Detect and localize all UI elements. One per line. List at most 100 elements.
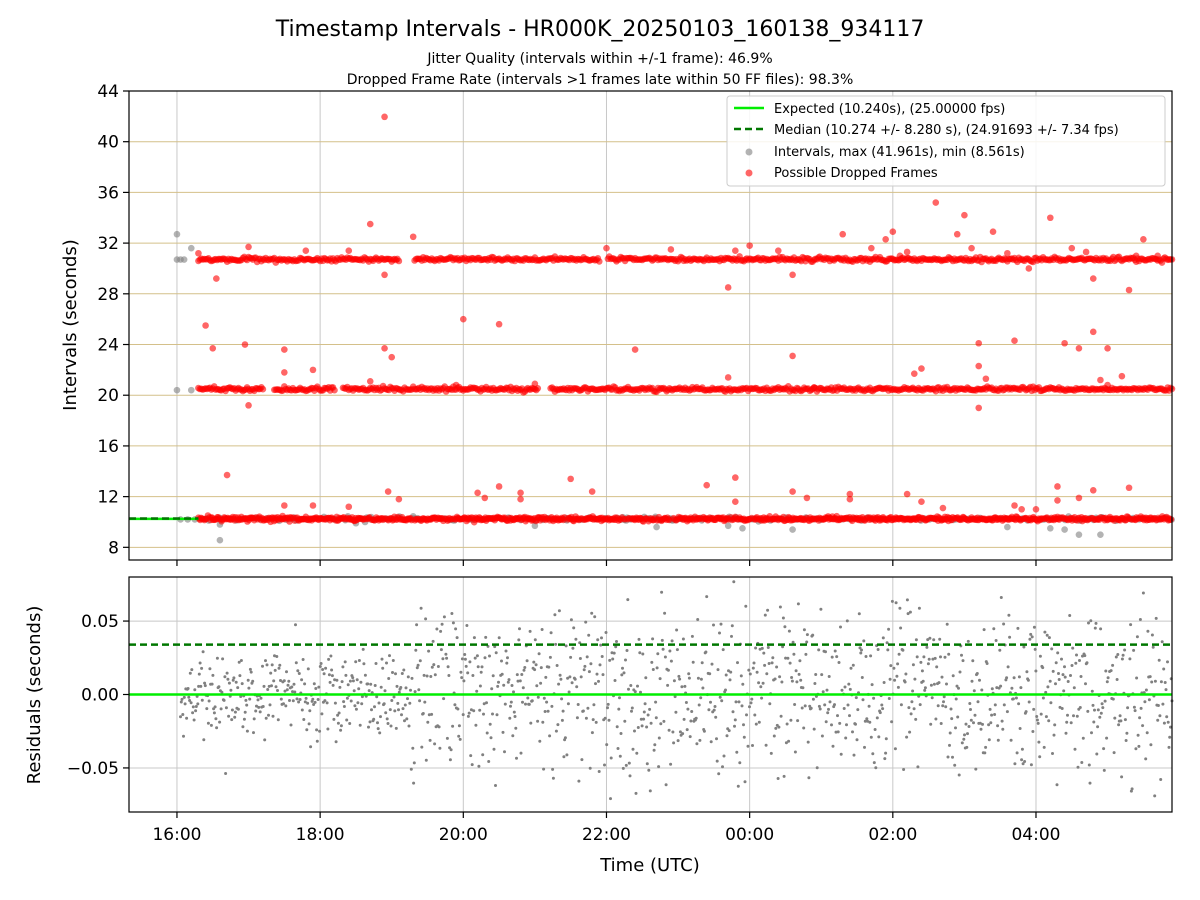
dropped-frame-point bbox=[910, 370, 918, 377]
residual-point bbox=[896, 662, 900, 666]
residual-point bbox=[307, 722, 311, 726]
residual-point bbox=[564, 644, 568, 648]
residual-point bbox=[392, 695, 396, 699]
intervals-y-tick-label: 28 bbox=[97, 285, 119, 305]
residual-point bbox=[418, 659, 422, 663]
residual-point bbox=[494, 651, 498, 655]
residual-point bbox=[283, 689, 287, 693]
residual-point bbox=[514, 726, 518, 730]
residual-point bbox=[1066, 713, 1069, 717]
residual-point bbox=[1138, 618, 1142, 621]
residual-point bbox=[193, 688, 197, 692]
residual-point bbox=[1114, 655, 1118, 659]
residual-point bbox=[426, 720, 430, 724]
residual-point bbox=[686, 707, 690, 711]
residual-point bbox=[383, 689, 387, 693]
residual-point bbox=[468, 660, 472, 664]
residual-point bbox=[893, 678, 897, 682]
residual-point bbox=[865, 717, 869, 721]
residual-point bbox=[659, 722, 663, 726]
residual-point bbox=[1005, 676, 1009, 680]
residual-point bbox=[594, 682, 597, 686]
residual-point bbox=[791, 640, 795, 644]
residual-point bbox=[370, 708, 373, 712]
residual-point bbox=[406, 697, 409, 701]
residual-point bbox=[450, 612, 454, 615]
residual-point bbox=[488, 654, 491, 658]
residual-point bbox=[1153, 679, 1157, 683]
residual-point bbox=[996, 724, 1000, 728]
residual-point bbox=[236, 686, 240, 690]
residual-point bbox=[961, 659, 965, 663]
residual-point bbox=[353, 704, 357, 708]
dropped-frame-point bbox=[517, 489, 524, 497]
residual-point bbox=[312, 682, 316, 686]
residual-point bbox=[676, 739, 680, 743]
residual-point bbox=[282, 702, 285, 706]
residual-point bbox=[930, 696, 934, 700]
residual-point bbox=[251, 679, 255, 683]
residual-point bbox=[559, 677, 563, 681]
residual-point bbox=[187, 695, 191, 699]
residual-point bbox=[273, 654, 276, 658]
residual-point bbox=[913, 677, 917, 681]
residual-point bbox=[554, 642, 558, 646]
interval-point bbox=[653, 523, 660, 531]
residual-point bbox=[432, 663, 436, 667]
residual-point bbox=[993, 703, 997, 707]
residual-point bbox=[675, 648, 679, 652]
residual-point bbox=[598, 663, 602, 667]
residual-point bbox=[1145, 731, 1149, 735]
interval-point bbox=[216, 536, 224, 544]
chart-title: Timestamp Intervals - HR000K_20250103_16… bbox=[275, 17, 925, 42]
residual-point bbox=[1143, 700, 1147, 704]
residual-point bbox=[466, 714, 470, 718]
residual-point bbox=[1014, 696, 1018, 700]
residual-point bbox=[830, 723, 833, 727]
residual-point bbox=[634, 791, 638, 795]
residual-point bbox=[323, 699, 327, 703]
residual-point bbox=[215, 656, 219, 660]
residual-point bbox=[736, 661, 739, 665]
residual-point bbox=[775, 665, 779, 669]
residual-point bbox=[689, 719, 693, 723]
residual-point bbox=[200, 666, 204, 670]
residual-point bbox=[342, 705, 346, 708]
residual-point bbox=[608, 658, 612, 662]
residual-point bbox=[566, 702, 570, 706]
dropped-frame-point bbox=[517, 495, 524, 503]
residual-point bbox=[627, 761, 631, 765]
residual-point bbox=[302, 718, 306, 721]
residual-point bbox=[224, 706, 228, 710]
residual-point bbox=[915, 655, 919, 659]
residual-point bbox=[944, 705, 948, 709]
residual-point bbox=[1135, 635, 1139, 639]
residual-point bbox=[833, 703, 836, 707]
residual-point bbox=[1060, 707, 1064, 710]
residual-point bbox=[412, 781, 416, 785]
residual-point bbox=[628, 774, 632, 778]
residual-point bbox=[1005, 710, 1009, 714]
residual-point bbox=[700, 661, 704, 665]
residual-point bbox=[491, 674, 495, 678]
residual-point bbox=[643, 702, 647, 706]
residual-point bbox=[200, 698, 204, 702]
residual-point bbox=[391, 671, 394, 674]
residual-point bbox=[330, 668, 334, 672]
dropped-frame-point bbox=[918, 498, 925, 505]
residual-point bbox=[709, 700, 712, 704]
residual-point bbox=[199, 684, 203, 688]
residual-point bbox=[1008, 635, 1012, 639]
residual-point bbox=[600, 636, 603, 640]
residual-point bbox=[1048, 679, 1052, 683]
residual-point bbox=[724, 688, 727, 692]
residual-point bbox=[469, 754, 473, 758]
residual-point bbox=[926, 662, 930, 666]
residual-point bbox=[821, 690, 825, 694]
residual-point bbox=[223, 675, 227, 679]
residual-point bbox=[1054, 661, 1058, 665]
residual-point bbox=[415, 666, 419, 670]
residual-point bbox=[680, 685, 684, 689]
residual-point bbox=[615, 640, 618, 643]
residual-point bbox=[591, 718, 595, 722]
